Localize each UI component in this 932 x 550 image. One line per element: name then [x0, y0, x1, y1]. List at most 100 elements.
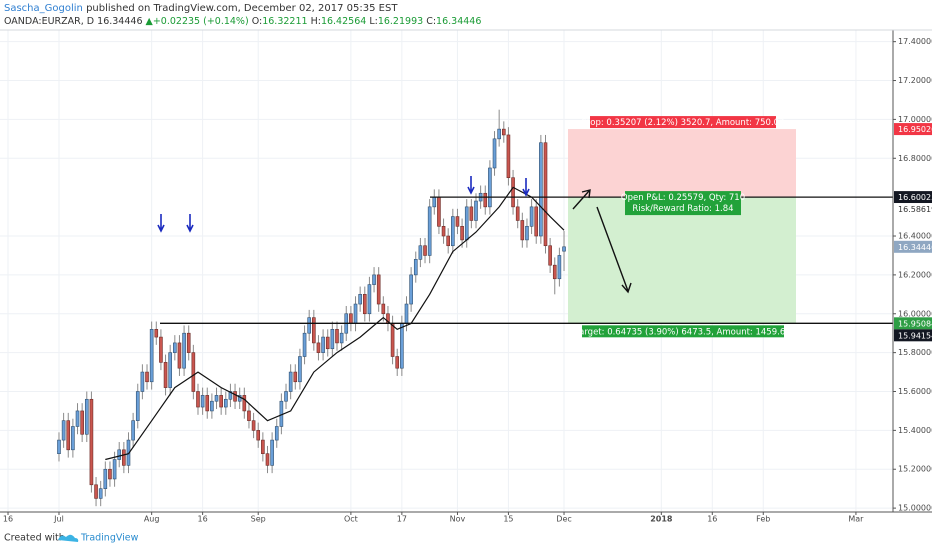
marker-arrow	[157, 214, 165, 233]
candle-body	[441, 225, 446, 237]
candle-body	[265, 453, 270, 466]
x-tick-label: 16	[707, 515, 717, 524]
candle-body	[108, 468, 112, 480]
candle-body	[349, 313, 353, 324]
candle-body	[191, 352, 196, 392]
candle-body	[219, 395, 223, 408]
o: O:	[252, 16, 263, 27]
close: 16.34446	[436, 16, 481, 27]
price-label: 16.60025	[898, 193, 932, 202]
candle-body	[117, 449, 122, 460]
candle-body	[251, 420, 256, 431]
candle-body	[135, 391, 140, 421]
y-tick-label: 15.80000	[898, 348, 932, 357]
candle-body	[488, 167, 492, 208]
candle-body	[501, 128, 506, 136]
candle-body	[548, 245, 552, 266]
marker-arrow	[522, 178, 530, 197]
up-arrow: ▲	[146, 16, 154, 27]
candle-body	[131, 420, 135, 441]
x-tick-label: Aug	[144, 515, 160, 524]
candle-body	[200, 395, 205, 408]
candle-body	[186, 332, 191, 353]
candle-body	[358, 294, 362, 305]
x-tick-label: Nov	[450, 515, 466, 524]
marker-arrow	[186, 214, 194, 233]
header-line: Sascha_Gogolin published on TradingView.…	[4, 3, 398, 14]
price-label-bg	[894, 203, 932, 216]
candle-body	[460, 225, 464, 241]
c: C:	[426, 16, 436, 27]
candle-body	[451, 216, 455, 247]
candle-body	[413, 259, 418, 276]
candle-body	[210, 400, 214, 412]
position-label-bg	[590, 116, 776, 129]
y-tick-label: 15.20000	[898, 465, 932, 474]
candle-body	[163, 362, 168, 388]
x-tick-label: Mar	[848, 515, 864, 524]
position-label: Risk/Reward Ratio: 1.84	[632, 204, 733, 214]
candle-body	[228, 391, 233, 400]
candle-body	[223, 398, 228, 408]
candle-body	[455, 216, 460, 227]
candle-body	[418, 245, 423, 260]
candle-body	[112, 459, 117, 480]
candle-body	[140, 371, 145, 392]
position-label: Target: 0.64735 (3.90%) 6473.5, Amount: …	[574, 327, 790, 337]
price-label-bg	[894, 240, 932, 253]
candle-body	[214, 395, 219, 402]
candle-body	[492, 138, 497, 169]
price-label-bg	[894, 317, 932, 330]
x-tick-label: 15	[503, 515, 513, 524]
stop-zone	[568, 129, 796, 198]
candle-body	[376, 274, 381, 305]
last: 16.34446	[97, 16, 142, 27]
candle-body	[335, 329, 339, 344]
candle-body	[325, 336, 330, 350]
candle-body	[552, 264, 557, 280]
price-label: 15.94154	[898, 331, 932, 340]
candle-body	[122, 449, 126, 466]
marker-arrow	[467, 176, 475, 195]
x-tick-label: 2018	[650, 515, 673, 524]
candle-body	[196, 391, 200, 408]
candle-body	[98, 488, 103, 499]
position-label: Open P&L: 0.25579, Qty: 710	[621, 193, 745, 203]
position-label-bg	[625, 191, 741, 216]
y-tick-label: 17.40000	[898, 37, 932, 46]
candle-body	[145, 371, 149, 383]
candle-body	[390, 323, 395, 357]
candle-body	[409, 274, 413, 305]
y-tick-label: 16.40000	[898, 232, 932, 241]
target-zone	[568, 197, 796, 324]
candle-body	[543, 142, 548, 247]
candle-body	[395, 356, 400, 369]
y-tick-label: 15.00000	[898, 504, 932, 513]
candle-body	[307, 317, 311, 334]
open: 16.32211	[262, 16, 307, 27]
y-tick-label: 15.40000	[898, 426, 932, 435]
y-tick-label: 15.60000	[898, 387, 932, 396]
high: 16.42564	[321, 16, 366, 27]
candle-body	[61, 420, 66, 441]
x-tick-label: Dec	[556, 515, 571, 524]
candle-body	[89, 398, 94, 486]
candle-body	[539, 142, 543, 237]
publisher: Sascha_Gogolin	[4, 3, 83, 14]
x-tick-label: Jul	[53, 515, 64, 524]
candle-body	[94, 484, 98, 499]
candle-body	[274, 426, 279, 441]
candle-body	[205, 395, 210, 412]
h: H:	[311, 16, 321, 27]
candle-body	[437, 196, 441, 227]
price-label: 15.95084	[898, 319, 932, 328]
candle-body	[474, 200, 478, 221]
low: 16.21993	[378, 16, 423, 27]
candle-body	[233, 391, 237, 402]
candle-body	[427, 206, 432, 256]
candle-body	[464, 206, 469, 241]
logo	[58, 534, 79, 542]
candle-body	[557, 255, 562, 280]
candle-body	[529, 206, 534, 227]
